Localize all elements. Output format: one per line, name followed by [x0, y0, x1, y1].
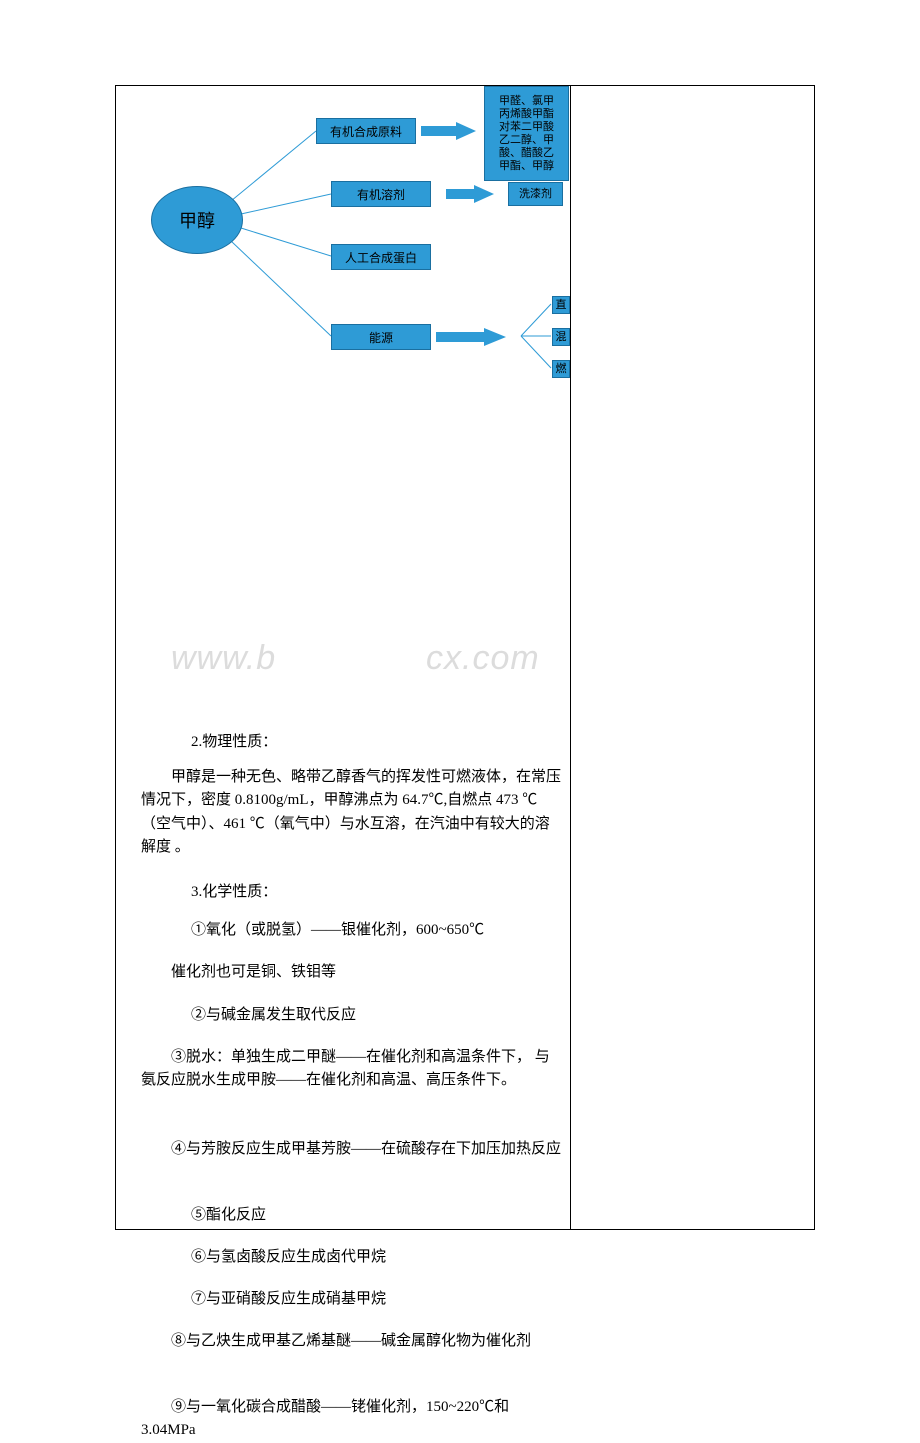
- section-3-title: 3.化学性质：: [161, 881, 561, 904]
- page-frame: 甲醇 有机合成原料 有机溶剂 人工合成蛋白 能源 甲醛、氯甲 丙烯酸甲酯 对苯二…: [115, 85, 815, 1230]
- output-label: 燃: [556, 363, 567, 376]
- branch-energy: 能源: [331, 324, 431, 350]
- arrow-icon: [446, 183, 494, 205]
- branch-label: 人工合成蛋白: [345, 249, 417, 266]
- chem-prop-5: ⑤酯化反应: [161, 1204, 561, 1227]
- branch-protein: 人工合成蛋白: [331, 244, 431, 270]
- chem-prop-1: ①氧化（或脱氢）——银催化剂，600~650℃: [161, 919, 561, 942]
- branch-label: 有机合成原料: [330, 123, 402, 140]
- diagram-center-node: 甲醇: [151, 186, 243, 254]
- chem-prop-9: ⑨与一氧化碳合成醋酸——铑催化剂，150~220℃和 3.04MPa: [141, 1396, 561, 1443]
- branch-organic-solvent: 有机溶剂: [331, 181, 431, 207]
- output-chemicals: 甲醛、氯甲 丙烯酸甲酯 对苯二甲酸 乙二醇、甲 酸、醋酸乙 甲酯、甲醇: [484, 86, 569, 181]
- chem-prop-1b: 催化剂也可是铜、铁钼等: [171, 961, 571, 984]
- arrow-icon: [421, 120, 476, 142]
- output-label: 混: [556, 331, 567, 344]
- chem-prop-7: ⑦与亚硝酸反应生成硝基甲烷: [161, 1288, 561, 1311]
- output-energy-3: 燃: [552, 360, 570, 378]
- output-energy-1: 直: [552, 296, 570, 314]
- output-energy-2: 混: [552, 328, 570, 346]
- methanol-diagram: 甲醇 有机合成原料 有机溶剂 人工合成蛋白 能源 甲醛、氯甲 丙烯酸甲酯 对苯二…: [116, 86, 571, 406]
- branch-label: 能源: [369, 329, 393, 346]
- chem-prop-3: ③脱水：单独生成二甲醚——在催化剂和高温条件下， 与氨反应脱水生成甲胺——在催化…: [141, 1046, 561, 1093]
- output-paint-remover: 洗漆剂: [508, 182, 563, 206]
- output-label: 洗漆剂: [519, 188, 552, 201]
- branch-label: 有机溶剂: [357, 186, 405, 203]
- output-label: 甲醛、氯甲 丙烯酸甲酯 对苯二甲酸 乙二醇、甲 酸、醋酸乙 甲酯、甲醇: [499, 95, 554, 173]
- arrow-icon: [436, 326, 506, 348]
- chem-prop-6: ⑥与氢卤酸反应生成卤代甲烷: [161, 1246, 561, 1269]
- chem-prop-2: ②与碱金属发生取代反应: [161, 1004, 561, 1027]
- section-2-body: 甲醇是一种无色、略带乙醇香气的挥发性可燃液体，在常压情况下，密度 0.8100g…: [141, 766, 561, 859]
- section-2-title: 2.物理性质：: [161, 731, 561, 754]
- center-label: 甲醇: [179, 207, 215, 233]
- chem-prop-8: ⑧与乙炔生成甲基乙烯基醚——碱金属醇化物为催化剂: [141, 1330, 561, 1353]
- branch-organic-synthesis: 有机合成原料: [316, 118, 416, 144]
- chem-prop-4: ④与芳胺反应生成甲基芳胺——在硫酸存在下加压加热反应: [141, 1138, 561, 1161]
- output-label: 直: [556, 299, 567, 312]
